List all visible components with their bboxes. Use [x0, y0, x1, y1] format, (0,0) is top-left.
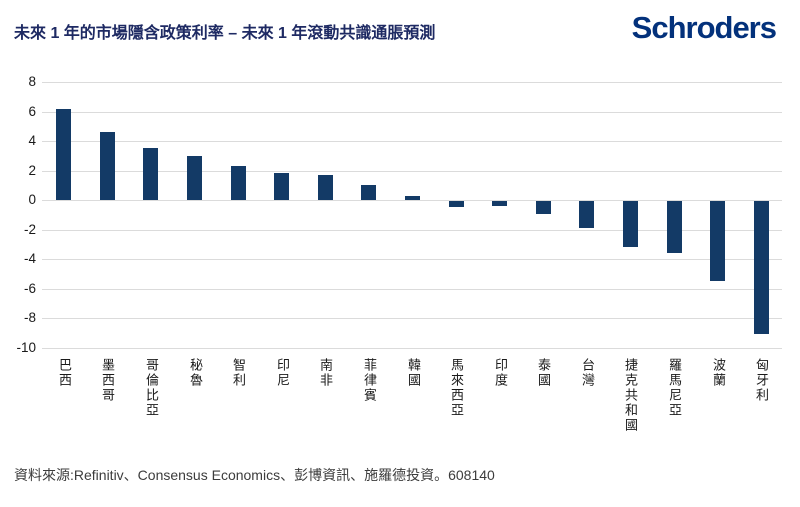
x-tick-label: 印尼 [275, 358, 290, 388]
y-tick-label: -4 [23, 251, 36, 266]
bar [361, 185, 376, 200]
x-tick-label: 印度 [493, 358, 508, 388]
y-tick-label: 2 [28, 163, 36, 178]
gridline [42, 259, 782, 260]
bar [754, 201, 769, 334]
bar [56, 109, 71, 200]
x-tick-label: 馬來西亞 [449, 358, 464, 418]
bar [623, 201, 638, 247]
bar [579, 201, 594, 228]
bar [143, 148, 158, 200]
x-tick-label: 泰國 [536, 358, 551, 388]
y-tick-label: -10 [16, 340, 36, 355]
x-tick-label: 羅馬尼亞 [667, 358, 682, 418]
y-tick-label: -8 [23, 310, 36, 325]
gridline [42, 230, 782, 231]
bar [100, 132, 115, 200]
x-tick-label: 哥倫比亞 [144, 358, 159, 418]
bar [405, 196, 420, 200]
x-tick-label: 韓國 [406, 358, 421, 388]
source-note: 資料來源:Refinitiv、Consensus Economics、彭博資訊、… [14, 467, 495, 483]
y-tick-label: -2 [23, 222, 36, 237]
bar [187, 156, 202, 200]
x-tick-label: 台灣 [580, 358, 595, 388]
gridline [42, 82, 782, 83]
bar [536, 201, 551, 214]
y-tick-label: 4 [28, 133, 36, 148]
gridline [42, 171, 782, 172]
bar [274, 173, 289, 200]
gridline [42, 112, 782, 113]
gridline [42, 200, 782, 201]
x-tick-label: 捷克共和國 [623, 358, 638, 433]
y-tick-label: -6 [23, 281, 36, 296]
gridline [42, 318, 782, 319]
x-tick-label: 智利 [231, 358, 246, 388]
gridline [42, 289, 782, 290]
bar [667, 201, 682, 253]
x-tick-label: 墨西哥 [100, 358, 115, 403]
y-tick-label: 8 [28, 74, 36, 89]
bar [318, 175, 333, 200]
x-tick-label: 巴西 [57, 358, 72, 388]
schroders-logo: Schroders [631, 10, 777, 45]
bar [231, 166, 246, 200]
gridline [42, 141, 782, 142]
x-tick-label: 匈牙利 [754, 358, 769, 403]
gridline [42, 348, 782, 349]
bar [449, 201, 464, 207]
bar [492, 201, 507, 206]
page-title: 未來 1 年的市場隱含政策利率 – 未來 1 年滾動共識通脹預測 [14, 25, 436, 42]
y-tick-label: 0 [28, 192, 36, 207]
x-tick-label: 南非 [318, 358, 333, 388]
x-tick-label: 秘魯 [188, 358, 203, 388]
x-tick-label: 菲律賓 [362, 358, 377, 403]
bar [710, 201, 725, 281]
x-tick-label: 波蘭 [711, 358, 726, 388]
y-tick-label: 6 [28, 104, 36, 119]
